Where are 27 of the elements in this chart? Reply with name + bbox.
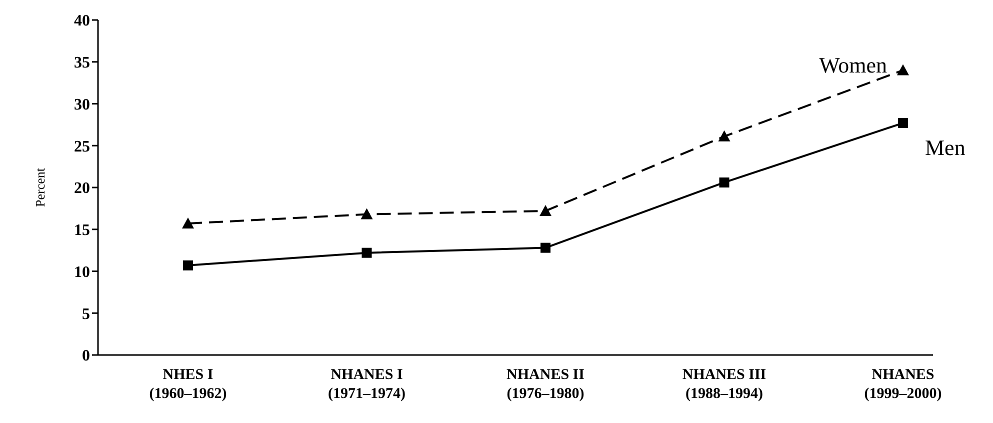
y-tick-label: 20 [74, 180, 90, 198]
series-label: Men [925, 135, 966, 160]
point [719, 177, 730, 188]
y-tick-label: 10 [74, 264, 90, 281]
x-tick-label: NHES I (1960–1962) [149, 367, 227, 402]
point [540, 204, 552, 216]
y-tick-label: 35 [74, 54, 90, 72]
y-tick-label: 5 [82, 306, 90, 323]
y-tick-label: 30 [74, 96, 90, 114]
point [898, 118, 908, 128]
x-tick-label: NHANES I (1971–1974) [328, 367, 406, 402]
point [360, 208, 373, 220]
point [540, 242, 550, 253]
x-tick-label: NHANES II (1976–1980) [506, 367, 585, 402]
x-tick-label: NHANES (1999–2000) [864, 367, 942, 402]
point [182, 218, 194, 229]
y-tick-label: 25 [74, 138, 90, 156]
x-tick-label: NHANES III (1988–1994) [682, 367, 766, 402]
y-axis-title: Percent [32, 168, 48, 207]
y-tick-label: 40 [74, 12, 90, 30]
point [718, 130, 730, 142]
y-tick-label: 15 [74, 222, 90, 240]
point [362, 248, 372, 258]
y-tick-label: 0 [82, 348, 90, 365]
series-label: Women [819, 52, 887, 78]
point [897, 64, 909, 76]
point [183, 260, 193, 270]
